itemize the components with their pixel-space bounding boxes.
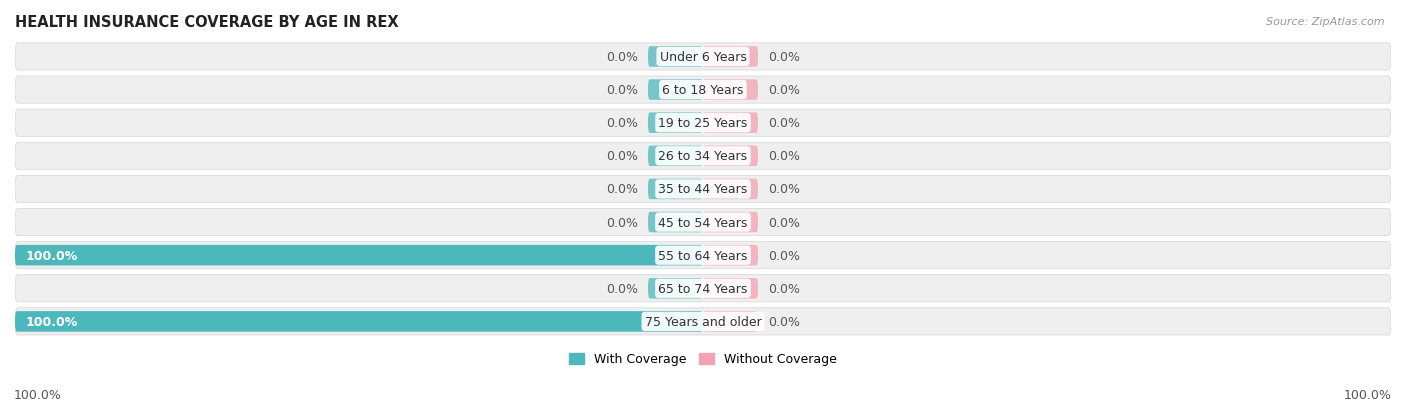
FancyBboxPatch shape bbox=[648, 278, 703, 299]
Text: 0.0%: 0.0% bbox=[768, 117, 800, 130]
FancyBboxPatch shape bbox=[15, 110, 1391, 137]
Legend: With Coverage, Without Coverage: With Coverage, Without Coverage bbox=[564, 348, 842, 370]
Text: 0.0%: 0.0% bbox=[606, 282, 638, 295]
Text: 26 to 34 Years: 26 to 34 Years bbox=[658, 150, 748, 163]
Text: 0.0%: 0.0% bbox=[768, 282, 800, 295]
FancyBboxPatch shape bbox=[703, 212, 758, 233]
FancyBboxPatch shape bbox=[648, 146, 703, 167]
FancyBboxPatch shape bbox=[648, 212, 703, 233]
FancyBboxPatch shape bbox=[15, 242, 1391, 269]
Text: 0.0%: 0.0% bbox=[768, 315, 800, 328]
FancyBboxPatch shape bbox=[15, 311, 703, 332]
Text: 19 to 25 Years: 19 to 25 Years bbox=[658, 117, 748, 130]
Text: Under 6 Years: Under 6 Years bbox=[659, 51, 747, 64]
FancyBboxPatch shape bbox=[15, 143, 1391, 170]
Text: 0.0%: 0.0% bbox=[606, 216, 638, 229]
FancyBboxPatch shape bbox=[703, 146, 758, 167]
FancyBboxPatch shape bbox=[703, 245, 758, 266]
FancyBboxPatch shape bbox=[15, 245, 703, 266]
Text: 0.0%: 0.0% bbox=[606, 117, 638, 130]
Text: 100.0%: 100.0% bbox=[25, 249, 77, 262]
Text: 0.0%: 0.0% bbox=[768, 249, 800, 262]
FancyBboxPatch shape bbox=[648, 113, 703, 134]
FancyBboxPatch shape bbox=[703, 278, 758, 299]
FancyBboxPatch shape bbox=[703, 47, 758, 68]
Text: HEALTH INSURANCE COVERAGE BY AGE IN REX: HEALTH INSURANCE COVERAGE BY AGE IN REX bbox=[15, 15, 399, 30]
Text: 100.0%: 100.0% bbox=[1344, 388, 1392, 401]
FancyBboxPatch shape bbox=[15, 275, 1391, 302]
Text: 0.0%: 0.0% bbox=[606, 183, 638, 196]
Text: 65 to 74 Years: 65 to 74 Years bbox=[658, 282, 748, 295]
FancyBboxPatch shape bbox=[703, 80, 758, 101]
Text: 0.0%: 0.0% bbox=[768, 51, 800, 64]
FancyBboxPatch shape bbox=[15, 308, 1391, 335]
Text: 75 Years and older: 75 Years and older bbox=[644, 315, 762, 328]
Text: 55 to 64 Years: 55 to 64 Years bbox=[658, 249, 748, 262]
FancyBboxPatch shape bbox=[703, 179, 758, 200]
FancyBboxPatch shape bbox=[15, 44, 1391, 71]
FancyBboxPatch shape bbox=[703, 311, 758, 332]
FancyBboxPatch shape bbox=[15, 77, 1391, 104]
Text: 0.0%: 0.0% bbox=[768, 84, 800, 97]
FancyBboxPatch shape bbox=[648, 179, 703, 200]
FancyBboxPatch shape bbox=[648, 47, 703, 68]
Text: 35 to 44 Years: 35 to 44 Years bbox=[658, 183, 748, 196]
Text: Source: ZipAtlas.com: Source: ZipAtlas.com bbox=[1267, 17, 1385, 26]
Text: 100.0%: 100.0% bbox=[14, 388, 62, 401]
FancyBboxPatch shape bbox=[648, 80, 703, 101]
Text: 0.0%: 0.0% bbox=[606, 150, 638, 163]
Text: 45 to 54 Years: 45 to 54 Years bbox=[658, 216, 748, 229]
Text: 0.0%: 0.0% bbox=[768, 150, 800, 163]
FancyBboxPatch shape bbox=[703, 113, 758, 134]
Text: 0.0%: 0.0% bbox=[606, 51, 638, 64]
FancyBboxPatch shape bbox=[15, 209, 1391, 236]
Text: 100.0%: 100.0% bbox=[25, 315, 77, 328]
Text: 0.0%: 0.0% bbox=[768, 216, 800, 229]
Text: 0.0%: 0.0% bbox=[768, 183, 800, 196]
Text: 6 to 18 Years: 6 to 18 Years bbox=[662, 84, 744, 97]
FancyBboxPatch shape bbox=[15, 176, 1391, 203]
Text: 0.0%: 0.0% bbox=[606, 84, 638, 97]
